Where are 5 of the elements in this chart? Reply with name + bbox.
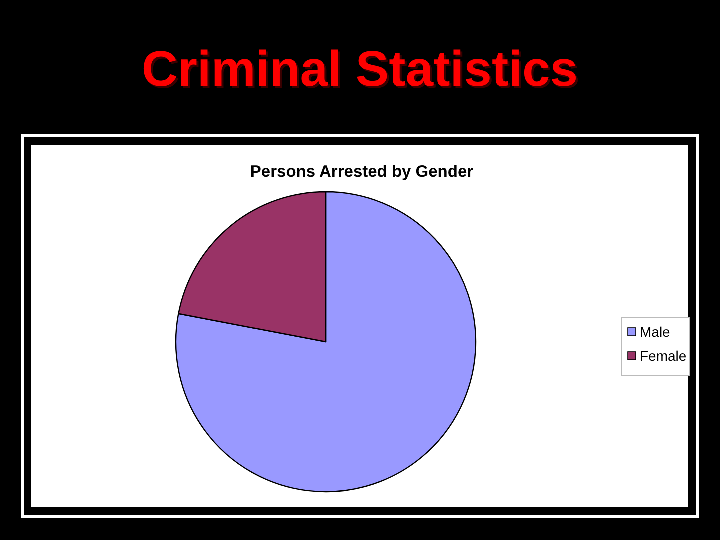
legend-label: Female (640, 348, 687, 364)
pie-slice (176, 191, 477, 492)
chart-subtitle: Persons Arrested by Gender (250, 163, 474, 181)
chart-title: Criminal Statistics (142, 41, 578, 97)
legend-label: Male (640, 324, 671, 340)
